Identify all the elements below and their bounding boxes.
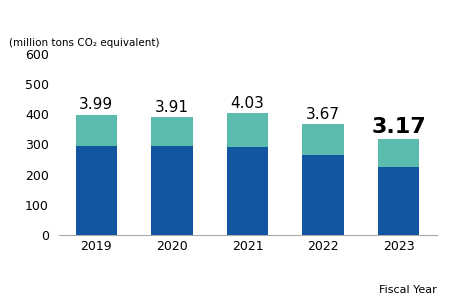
Bar — [378, 139, 419, 167]
Bar — [227, 147, 268, 235]
Bar — [378, 167, 419, 235]
Bar — [76, 115, 117, 146]
Bar — [151, 146, 193, 235]
Text: 4.03: 4.03 — [230, 96, 265, 111]
Bar — [151, 117, 193, 146]
Bar — [302, 124, 344, 155]
Text: (million tons CO₂ equivalent): (million tons CO₂ equivalent) — [9, 38, 159, 48]
Text: 3.91: 3.91 — [155, 100, 189, 115]
Text: 3.17: 3.17 — [371, 117, 426, 137]
Text: Fiscal Year: Fiscal Year — [379, 285, 436, 295]
Bar — [302, 155, 344, 235]
Bar — [227, 113, 268, 147]
Text: 3.99: 3.99 — [79, 97, 113, 112]
Bar — [76, 146, 117, 235]
Text: 3.67: 3.67 — [306, 107, 340, 122]
